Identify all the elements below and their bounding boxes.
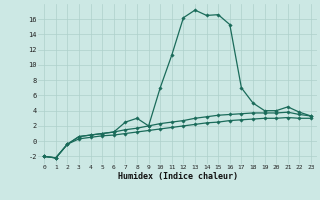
X-axis label: Humidex (Indice chaleur): Humidex (Indice chaleur) [118,172,238,181]
